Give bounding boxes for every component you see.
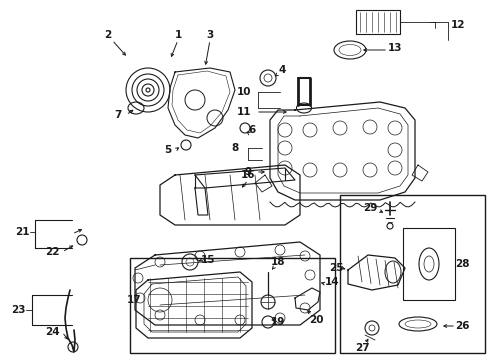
Text: 1: 1 — [174, 30, 181, 40]
Text: 25: 25 — [328, 263, 343, 273]
Text: 21: 21 — [15, 227, 29, 237]
Text: 14: 14 — [324, 277, 339, 287]
Text: 6: 6 — [248, 125, 255, 135]
Text: 20: 20 — [308, 315, 323, 325]
Bar — [130, 258, 334, 353]
Text: 26: 26 — [454, 321, 468, 331]
Text: 18: 18 — [270, 257, 285, 267]
Text: 19: 19 — [270, 317, 285, 327]
Text: 15: 15 — [201, 255, 215, 265]
Text: 27: 27 — [354, 343, 368, 353]
Text: 10: 10 — [236, 87, 251, 97]
Text: 17: 17 — [126, 295, 141, 305]
Text: 11: 11 — [236, 107, 251, 117]
Text: 22: 22 — [45, 247, 59, 257]
Text: 3: 3 — [206, 30, 213, 40]
Text: 9: 9 — [244, 167, 251, 177]
Text: 28: 28 — [454, 259, 468, 269]
Text: 29: 29 — [362, 203, 376, 213]
Bar — [339, 195, 484, 353]
Text: 24: 24 — [44, 327, 59, 337]
Bar — [402, 228, 454, 300]
Bar — [355, 10, 399, 34]
Text: 7: 7 — [114, 110, 122, 120]
Text: 16: 16 — [240, 170, 255, 180]
Text: 5: 5 — [164, 145, 171, 155]
Text: 2: 2 — [104, 30, 111, 40]
Text: 4: 4 — [278, 65, 285, 75]
Text: 12: 12 — [450, 20, 464, 30]
Text: 23: 23 — [11, 305, 25, 315]
Text: 8: 8 — [231, 143, 238, 153]
Text: 13: 13 — [387, 43, 402, 53]
